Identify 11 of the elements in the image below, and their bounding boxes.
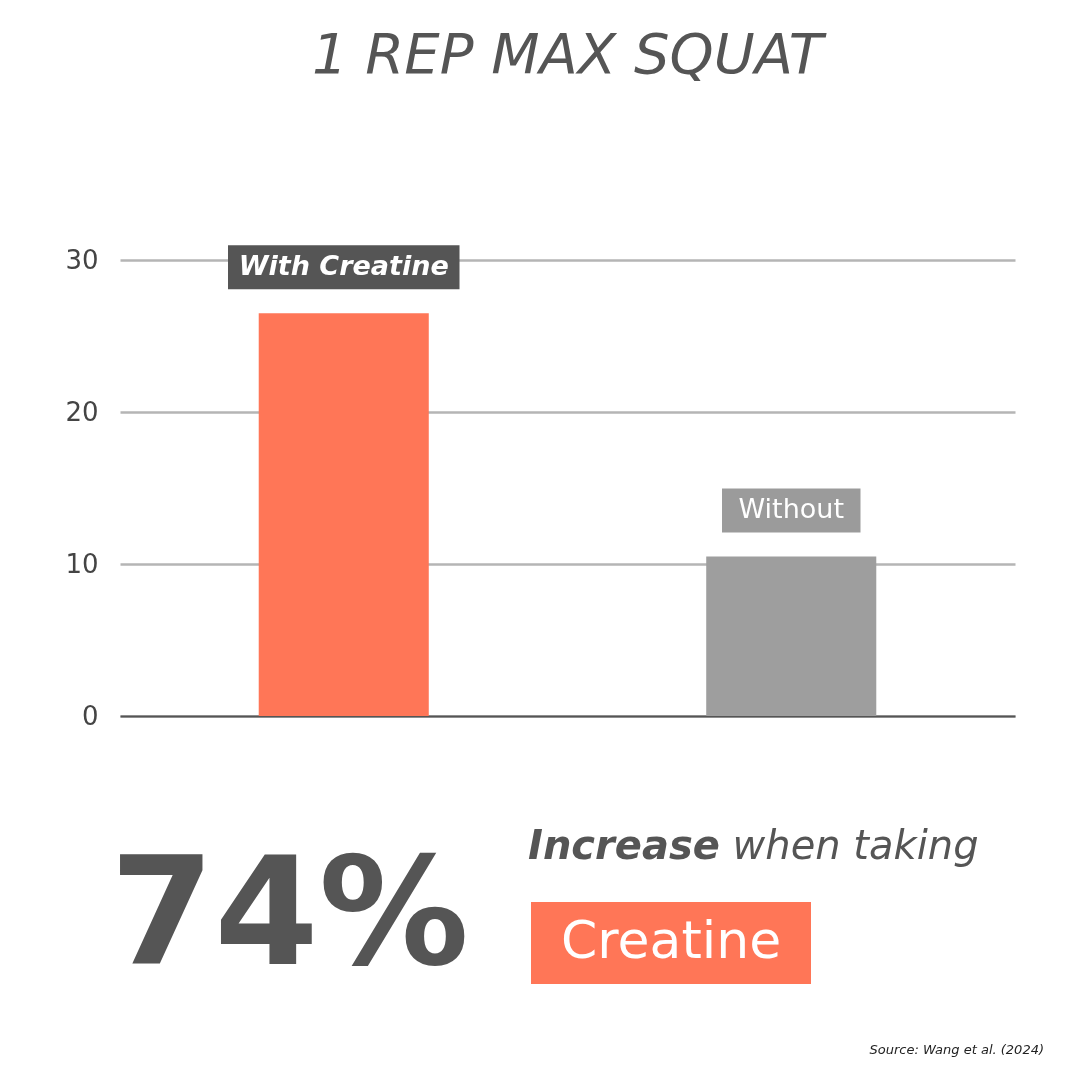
text: 74% <box>110 825 471 999</box>
chart-title: 1 REP MAX SQUAT <box>311 21 827 87</box>
text: Increase when taking <box>528 822 979 868</box>
y-tick-label: 30 <box>65 244 99 275</box>
text: Creatine <box>531 902 812 984</box>
source-note: Source: Wang et al. (2024) <box>869 1042 1044 1057</box>
x-tick-label: With Creatine <box>238 250 449 282</box>
y-tick-label: 0 <box>81 700 99 731</box>
x-tick-label: Without <box>738 493 845 525</box>
y-tick-label: 20 <box>65 396 99 427</box>
y-tick-label: 10 <box>65 548 99 579</box>
